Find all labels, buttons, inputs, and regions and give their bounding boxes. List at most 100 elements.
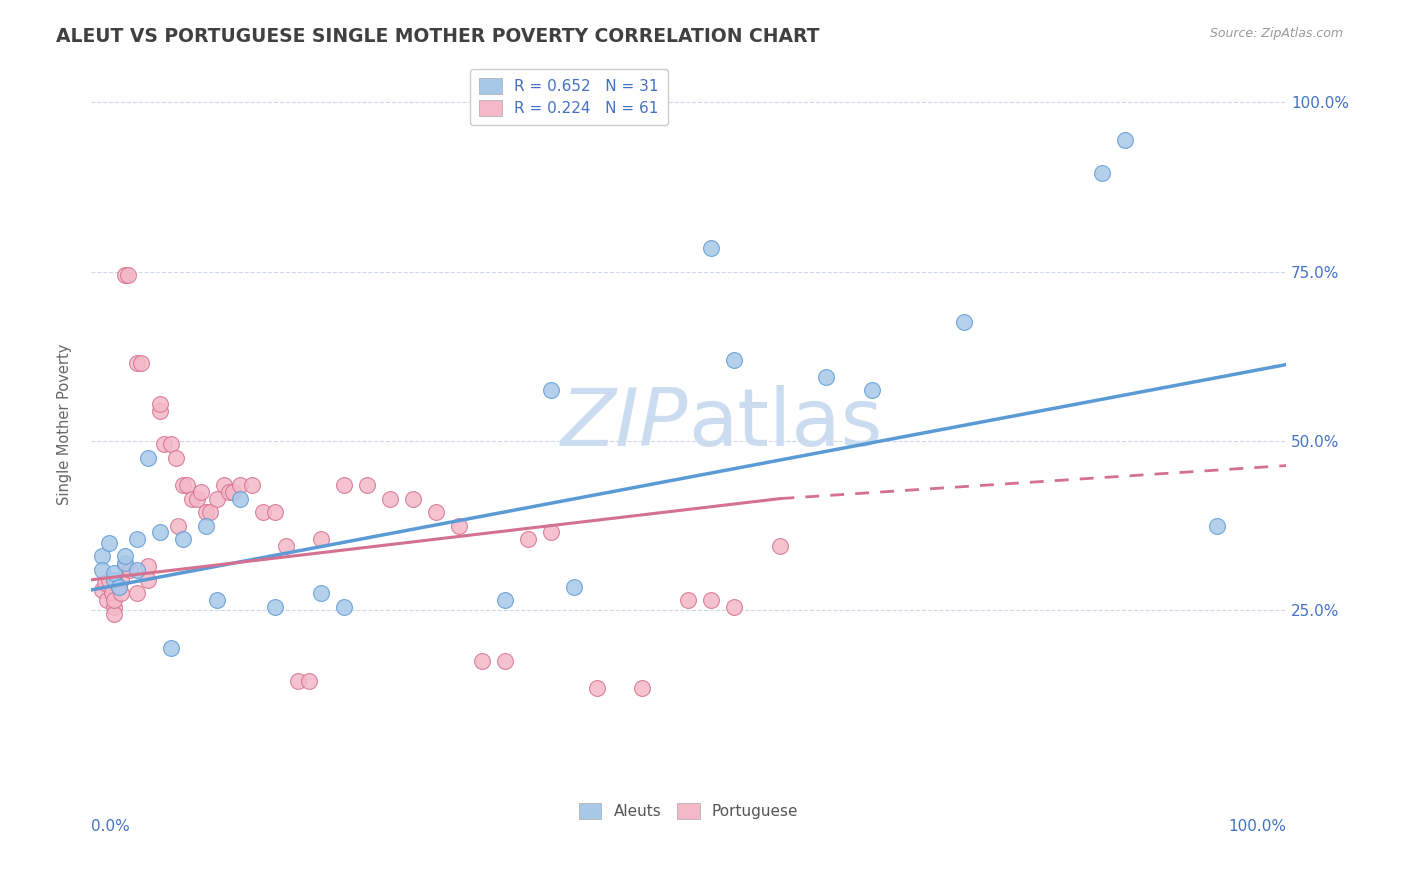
Point: [138, 573, 160, 587]
Legend: Aleuts, Portuguese: Aleuts, Portuguese: [572, 797, 804, 825]
Point: [160, 437, 183, 451]
Point: [91, 582, 114, 597]
Point: [1114, 133, 1136, 147]
Point: [118, 563, 141, 577]
Point: [98, 573, 121, 587]
Point: [110, 586, 132, 600]
Point: [378, 491, 401, 506]
Point: [138, 450, 160, 465]
Point: [114, 549, 136, 563]
Point: [356, 478, 378, 492]
Point: [402, 491, 425, 506]
Point: [91, 563, 114, 577]
Point: [263, 599, 285, 614]
Point: [562, 580, 585, 594]
Point: [114, 559, 136, 574]
Point: [723, 352, 745, 367]
Point: [252, 505, 274, 519]
Point: [114, 556, 136, 570]
Point: [700, 593, 723, 607]
Point: [516, 532, 538, 546]
Point: [953, 316, 976, 330]
Point: [125, 586, 148, 600]
Point: [229, 478, 252, 492]
Point: [309, 586, 332, 600]
Point: [240, 478, 263, 492]
Point: [131, 356, 153, 370]
Point: [287, 674, 309, 689]
Point: [160, 640, 183, 655]
Point: [222, 484, 245, 499]
Point: [1206, 518, 1229, 533]
Text: ALEUT VS PORTUGUESE SINGLE MOTHER POVERTY CORRELATION CHART: ALEUT VS PORTUGUESE SINGLE MOTHER POVERT…: [56, 27, 820, 45]
Point: [103, 573, 125, 587]
Text: 100.0%: 100.0%: [1227, 819, 1286, 834]
Point: [276, 539, 298, 553]
Point: [425, 505, 447, 519]
Y-axis label: Single Mother Poverty: Single Mother Poverty: [58, 343, 72, 505]
Point: [207, 593, 229, 607]
Point: [100, 586, 122, 600]
Point: [138, 559, 160, 574]
Point: [494, 593, 516, 607]
Point: [332, 478, 354, 492]
Point: [540, 383, 562, 397]
Point: [165, 450, 187, 465]
Point: [229, 491, 252, 506]
Point: [678, 593, 700, 607]
Point: [125, 563, 148, 577]
Point: [200, 505, 222, 519]
Point: [91, 549, 114, 563]
Point: [149, 525, 172, 540]
Point: [218, 484, 240, 499]
Point: [585, 681, 607, 696]
Point: [181, 491, 204, 506]
Point: [153, 437, 176, 451]
Point: [700, 241, 723, 255]
Point: [332, 599, 354, 614]
Point: [149, 397, 172, 411]
Point: [631, 681, 654, 696]
Point: [96, 593, 118, 607]
Point: [815, 369, 838, 384]
Point: [149, 403, 172, 417]
Point: [1091, 166, 1114, 180]
Point: [212, 478, 235, 492]
Point: [103, 599, 125, 614]
Point: [494, 654, 516, 668]
Point: [194, 518, 217, 533]
Point: [723, 599, 745, 614]
Point: [471, 654, 494, 668]
Point: [860, 383, 883, 397]
Point: [117, 268, 139, 282]
Text: atlas: atlas: [689, 385, 883, 463]
Text: ZIP: ZIP: [561, 385, 689, 463]
Point: [103, 593, 125, 607]
Point: [172, 532, 194, 546]
Point: [98, 535, 121, 549]
Point: [107, 580, 129, 594]
Point: [263, 505, 285, 519]
Point: [186, 491, 208, 506]
Text: Source: ZipAtlas.com: Source: ZipAtlas.com: [1209, 27, 1343, 40]
Point: [447, 518, 470, 533]
Point: [167, 518, 190, 533]
Point: [176, 478, 198, 492]
Point: [769, 539, 792, 553]
Point: [207, 491, 229, 506]
Point: [194, 505, 217, 519]
Point: [125, 532, 148, 546]
Point: [110, 573, 132, 587]
Point: [172, 478, 194, 492]
Point: [298, 674, 321, 689]
Point: [103, 566, 125, 580]
Point: [309, 532, 332, 546]
Text: 0.0%: 0.0%: [91, 819, 129, 834]
Point: [540, 525, 562, 540]
Point: [125, 356, 148, 370]
Point: [93, 576, 115, 591]
Point: [103, 607, 125, 621]
Point: [107, 580, 129, 594]
Point: [190, 484, 212, 499]
Point: [114, 268, 136, 282]
